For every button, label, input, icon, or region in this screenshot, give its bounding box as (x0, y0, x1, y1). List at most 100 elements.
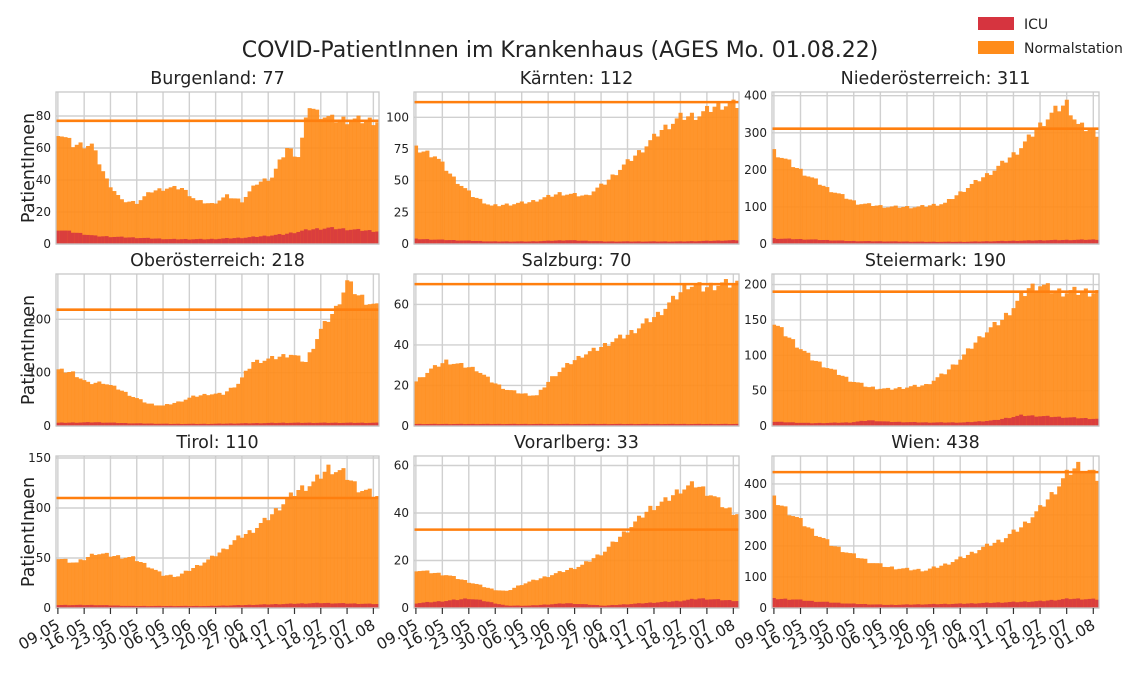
bar-normalstation (1053, 291, 1058, 426)
bar-normalstation (1038, 122, 1043, 244)
bar-icu (463, 240, 468, 244)
bar-normalstation (606, 345, 611, 426)
bar-normalstation (149, 192, 154, 244)
bar-icu (1057, 416, 1062, 426)
bar-icu (962, 603, 967, 608)
bar-icu (708, 240, 713, 244)
bar-normalstation (508, 390, 513, 426)
bar-icu (855, 421, 860, 426)
bar-normalstation (920, 205, 925, 244)
bar-icu (1079, 418, 1085, 426)
bar-normalstation (727, 287, 732, 426)
bar-normalstation (251, 362, 256, 426)
bar-icu (258, 236, 263, 244)
bar-icu (791, 422, 796, 426)
bar-normalstation (142, 402, 147, 426)
bar-normalstation (565, 194, 570, 244)
bar-icu (112, 236, 117, 244)
bar-normalstation (356, 115, 361, 244)
y-tick-label: 300 (744, 126, 767, 140)
bar-icu (213, 605, 218, 608)
bar-icu (168, 423, 173, 426)
bar-normalstation (352, 118, 357, 244)
bar-normalstation (172, 576, 177, 608)
bar-icu (908, 422, 913, 426)
bar-icu (296, 422, 301, 426)
bar-normalstation (168, 404, 173, 426)
bar-icu (236, 423, 241, 426)
bar-normalstation (969, 348, 974, 426)
bar-icu (112, 422, 117, 426)
bar-normalstation (958, 556, 963, 608)
bar-icu (172, 423, 177, 426)
bar-normalstation (516, 585, 521, 608)
bar-normalstation (512, 587, 517, 608)
bar-icu (67, 422, 72, 426)
bar-normalstation (82, 148, 87, 244)
bar-icu (779, 421, 784, 426)
bar-icu (71, 605, 76, 608)
bar-icu (116, 423, 121, 426)
bar-normalstation (183, 189, 188, 244)
bar-icu (962, 422, 967, 426)
bar-icu (973, 241, 978, 244)
bar-normalstation (1030, 136, 1035, 244)
bar-normalstation (444, 170, 449, 244)
bar-normalstation (345, 479, 350, 608)
bar-icu (546, 604, 551, 608)
bar-icu (56, 422, 61, 426)
bar-normalstation (489, 205, 494, 244)
bar-icu (659, 424, 664, 426)
bar-normalstation (848, 199, 853, 244)
bar-normalstation (71, 371, 76, 426)
bar-icu (101, 236, 106, 244)
bar-normalstation (636, 515, 642, 608)
bar-icu (281, 422, 286, 426)
bar-normalstation (1087, 296, 1092, 426)
bar-normalstation (663, 124, 668, 244)
bar-icu (992, 419, 997, 426)
bar-normalstation (716, 285, 721, 426)
bar-icu (360, 422, 365, 426)
legend-label-icu: ICU (1024, 17, 1048, 33)
bar-normalstation (633, 155, 638, 244)
panel-frame (413, 273, 740, 427)
bar-icu (591, 423, 596, 426)
bar-normalstation (931, 566, 936, 608)
bar-normalstation (584, 561, 589, 608)
bar-icu (1015, 602, 1020, 608)
bar-icu (697, 241, 702, 244)
bar-normalstation (965, 348, 971, 426)
bar-normalstation (146, 567, 151, 608)
bar-normalstation (149, 403, 154, 426)
bar-icu (119, 423, 124, 426)
bar-icu (478, 240, 483, 244)
bar-normalstation (905, 567, 910, 608)
bar-normalstation (1030, 517, 1035, 608)
bar-normalstation (191, 198, 196, 244)
y-tick-label: 20 (36, 205, 51, 219)
bar-icu (1041, 240, 1047, 244)
bar-normalstation (557, 192, 562, 244)
bar-icu (266, 604, 271, 608)
bar-normalstation (258, 181, 263, 244)
bar-icu (984, 241, 990, 244)
bar-icu (618, 604, 623, 608)
bar-normalstation (348, 281, 354, 426)
bar-icu (855, 604, 860, 608)
bar-icu (655, 241, 660, 244)
bar-icu (1091, 239, 1096, 244)
bar-icu (326, 422, 331, 426)
y-tick-label: 0 (759, 601, 767, 615)
bar-normalstation (371, 125, 376, 244)
bar-icu (988, 603, 993, 608)
bar-icu (1026, 240, 1031, 244)
bar-normalstation (288, 354, 293, 426)
bar-normalstation (440, 575, 445, 608)
bar-normalstation (614, 175, 619, 244)
bar-icu (489, 602, 494, 608)
bar-normalstation (285, 498, 290, 608)
y-tick-label: 200 (744, 163, 767, 177)
bar-normalstation (553, 573, 558, 608)
bar-normalstation (775, 157, 780, 244)
